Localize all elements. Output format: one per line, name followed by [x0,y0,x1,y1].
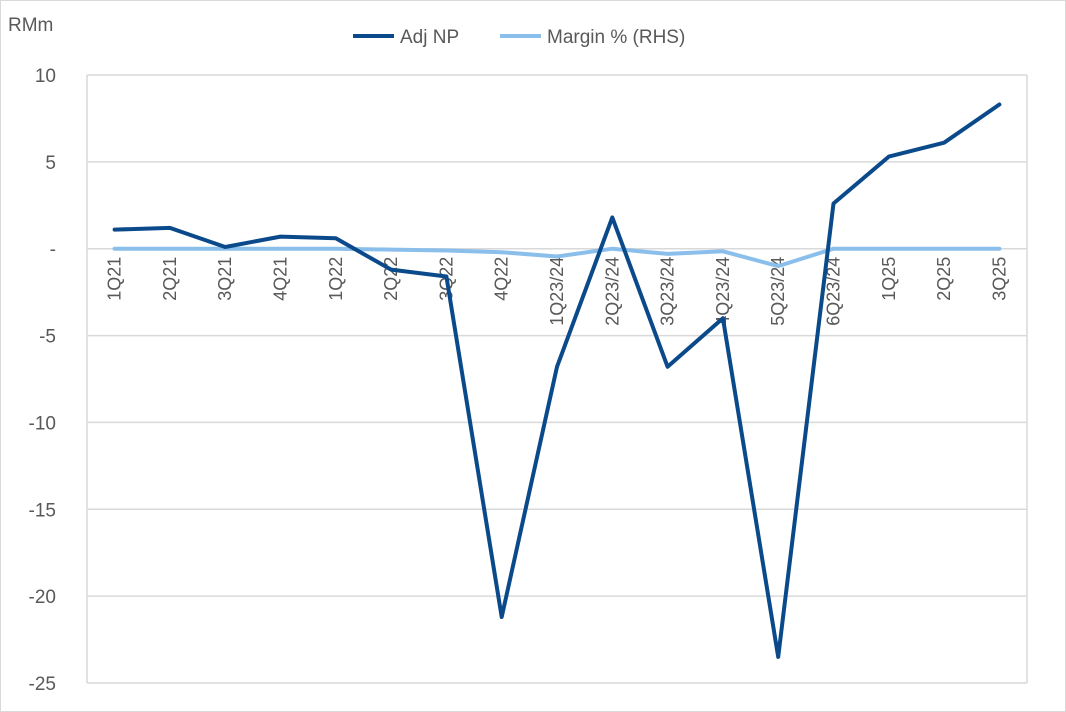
gridlines [86,74,1028,684]
x-tick-label: 4Q23/24 [713,257,733,326]
x-tick-label: 6Q23/24 [823,257,843,326]
x-tick-label: 1Q23/24 [547,257,567,326]
y-tick-label: - [50,240,56,261]
y-tick-label: -25 [29,674,56,695]
x-tick-label: 3Q25 [989,257,1009,301]
x-tick-label: 1Q25 [879,257,899,301]
x-tick-label: 3Q23/24 [658,257,678,326]
legend: Adj NP Margin % (RHS) [353,27,685,48]
x-tick-label: 4Q21 [271,257,291,301]
x-tick-label: 4Q22 [492,257,512,301]
y-axis-ticks: 10 5 - -5 -10 -15 -20 -25 [29,66,56,695]
x-tick-label: 5Q23/24 [768,257,788,326]
legend-label-adj-np: Adj NP [400,27,459,48]
y-tick-label: -15 [29,500,56,521]
x-tick-label: 1Q22 [326,257,346,301]
y-tick-label: -5 [39,327,56,348]
series-adj-np-line [112,102,1002,659]
y-tick-label: 5 [45,153,56,174]
x-tick-label: 1Q21 [105,257,125,301]
legend-label-margin: Margin % (RHS) [547,27,685,48]
y-tick-label: -10 [29,413,56,434]
y-tick-label: -20 [29,587,56,608]
x-tick-label: 2Q25 [934,257,954,301]
x-tick-label: 2Q23/24 [602,257,622,326]
y-tick-label: 10 [35,66,56,87]
x-tick-label: 2Q21 [160,257,180,301]
y-axis-label: RMm [8,15,53,36]
series-lines [112,102,1002,659]
x-axis-ticks: 1Q21 2Q21 3Q21 4Q21 1Q22 2Q22 3Q22 4Q22 1Q23/24 2… [105,257,1010,326]
x-tick-label: 2Q22 [381,257,401,301]
x-tick-label: 3Q21 [215,257,235,301]
